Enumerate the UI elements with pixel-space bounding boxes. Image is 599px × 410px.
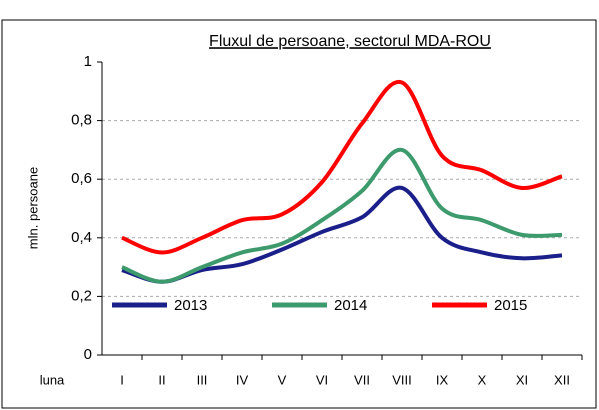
y-tick-label: 0,4 <box>71 229 92 246</box>
legend-label: 2015 <box>494 297 527 314</box>
legend-label: 2013 <box>174 297 207 314</box>
x-tick-label: IX <box>436 372 449 387</box>
x-tick-label: XII <box>554 372 570 387</box>
x-tick-label: VI <box>316 372 328 387</box>
y-axis-label: mln. persoane <box>25 167 40 249</box>
y-tick-label: 0 <box>84 346 92 363</box>
x-tick-label: XI <box>516 372 528 387</box>
x-tick-label: VII <box>354 372 370 387</box>
y-tick-label: 0,6 <box>71 170 92 187</box>
series-line <box>121 147 563 284</box>
series-line <box>121 79 563 255</box>
x-tick-label: IV <box>236 372 249 387</box>
x-tick-label: I <box>120 372 124 387</box>
chart-frame <box>1 19 597 409</box>
x-axis-label: luna <box>40 372 65 387</box>
y-tick-label: 0,8 <box>71 112 92 129</box>
y-tick-label: 0,2 <box>71 287 92 304</box>
legend-label: 2014 <box>334 297 367 314</box>
series-line <box>121 185 563 284</box>
x-tick-label: III <box>197 372 208 387</box>
x-tick-label: V <box>278 372 287 387</box>
x-tick-label: VIII <box>392 372 412 387</box>
x-tick-label: II <box>158 372 165 387</box>
x-tick-label: X <box>478 372 487 387</box>
y-tick-label: 1 <box>84 53 92 70</box>
chart-title: Fluxul de persoane, sectorul MDA-ROU <box>209 33 491 50</box>
